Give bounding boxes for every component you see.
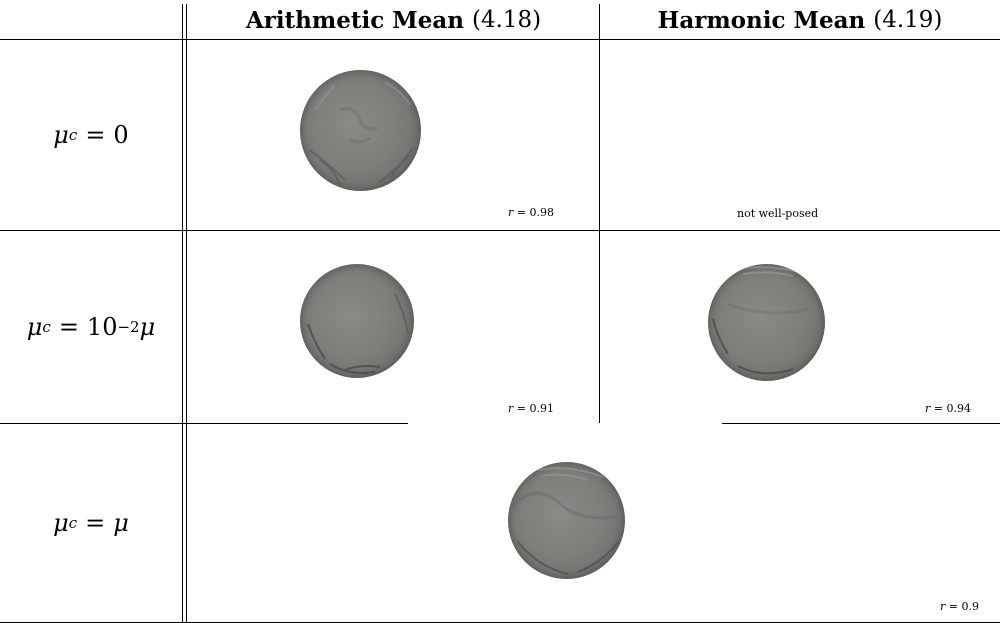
surface-render-arithmetic-row2	[300, 264, 414, 378]
correlation-caption: r = 0.98	[508, 206, 554, 219]
wrinkle-texture	[511, 467, 619, 575]
row-rule-2b	[722, 423, 1000, 424]
header-rule	[0, 39, 1000, 40]
correlation-caption: r = 0.91	[508, 402, 554, 415]
column-header-arithmetic-mean: Arithmetic Mean (4.18)	[188, 2, 599, 38]
column-header-harmonic-mean: Harmonic Mean (4.19)	[600, 2, 1000, 38]
surface-render-arithmetic-row1	[300, 70, 421, 191]
double-rule-right	[186, 4, 187, 622]
correlation-caption: r = 0.94	[925, 402, 971, 415]
correlation-caption: r = 0.9	[940, 600, 979, 613]
column-title: Arithmetic Mean	[245, 6, 464, 34]
not-well-posed-caption: not well-posed	[737, 207, 819, 220]
row-rule-1	[0, 230, 1000, 231]
row-rule-2a	[0, 423, 408, 424]
surface-render-harmonic-row2	[708, 264, 825, 381]
equation-ref: (4.18)	[471, 7, 542, 33]
wrinkle-texture	[309, 81, 414, 186]
wrinkle-texture	[712, 266, 809, 375]
surface-render-row3	[508, 462, 625, 579]
column-title: Harmonic Mean	[657, 6, 866, 34]
wrinkle-texture	[307, 293, 409, 374]
column-divider	[599, 4, 600, 423]
double-rule-left	[182, 4, 183, 622]
equation-ref: (4.19)	[873, 7, 943, 33]
